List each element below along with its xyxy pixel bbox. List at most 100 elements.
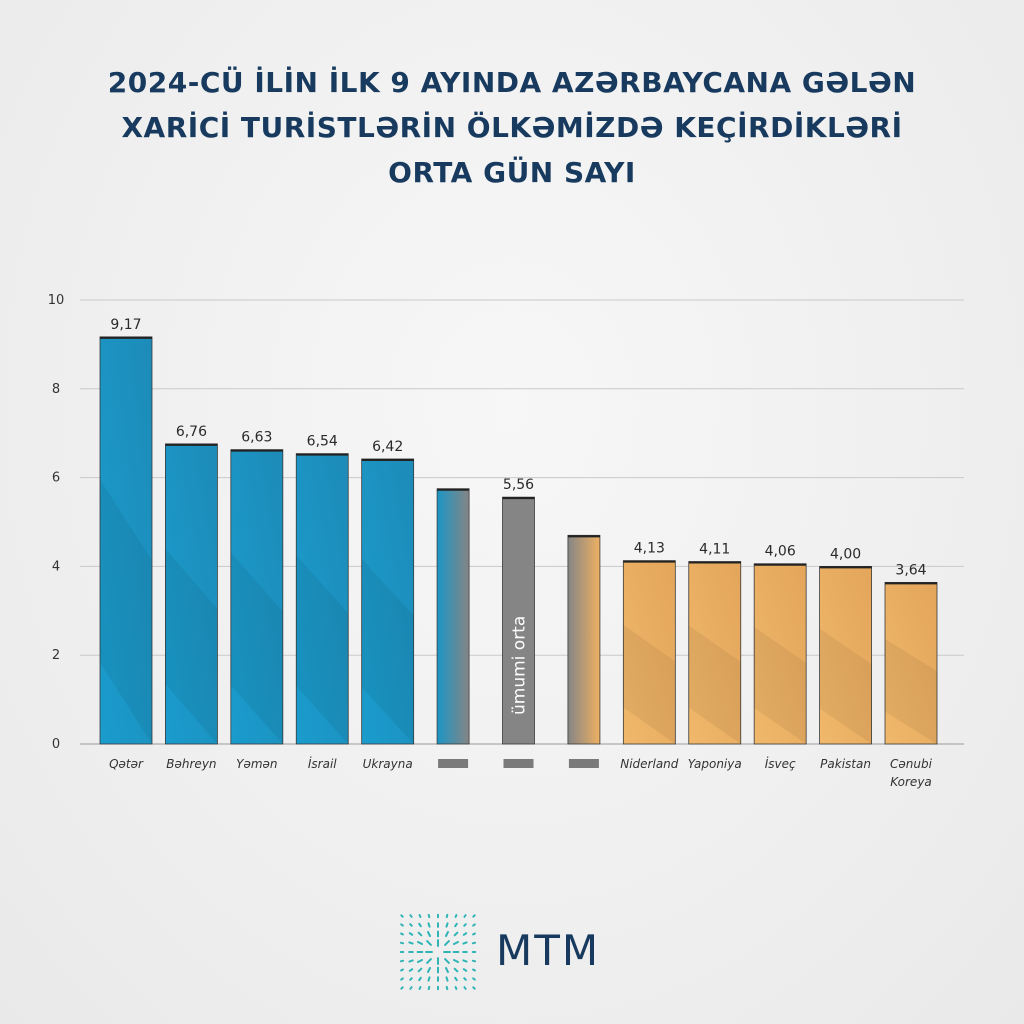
logo-ray: [471, 941, 477, 945]
category-label: Ukrayna: [363, 757, 413, 771]
value-label: 3,64: [895, 562, 926, 578]
value-label: 5,56: [503, 477, 534, 493]
value-label: 9,17: [110, 317, 141, 333]
logo-ray: [399, 941, 405, 945]
logo-ray: [454, 986, 458, 990]
category-label: Pakistan: [820, 757, 871, 771]
logo-ray: [427, 985, 431, 991]
category-label: Koreya: [890, 775, 932, 789]
category-label: İsrail: [308, 756, 337, 771]
chart-title: 2024-CÜ İLİN İLK 9 AYINDA AZƏRBAYCANA GƏ…: [0, 60, 1024, 195]
bar: [884, 581, 938, 745]
logo-ray: [408, 932, 414, 936]
logo-ray: [452, 940, 460, 946]
logo-ray: [463, 986, 467, 990]
logo-ray: [472, 986, 476, 990]
category-label: Niderland: [620, 757, 679, 771]
bar: [165, 443, 218, 745]
category-label: Yəmən: [236, 757, 277, 771]
category-placeholder: [438, 759, 469, 768]
title-line-2: XARİCİ TURİSTLƏRİN ÖLKƏMİZDƏ KEÇİRDİKLƏR…: [121, 111, 903, 144]
logo-ray: [417, 967, 423, 973]
logo-ray: [400, 986, 404, 990]
logo-ray: [427, 922, 431, 928]
logo-ray: [462, 941, 468, 945]
logo-ray: [427, 976, 431, 982]
y-tick-label: 0: [52, 737, 60, 752]
logo-ray: [427, 913, 431, 919]
logo-ray: [444, 940, 450, 946]
average-bar-label: ümumi orta: [510, 616, 530, 715]
bar-shade: [100, 479, 152, 744]
logo-ray: [408, 968, 414, 972]
logo-ray: [472, 914, 476, 918]
logo-ray: [408, 959, 414, 963]
logo-ray: [426, 940, 432, 946]
logo-ray: [418, 914, 422, 918]
logo-ray: [454, 976, 458, 982]
logo-ray: [472, 968, 476, 972]
logo-ray: [445, 976, 449, 982]
logo-ray: [400, 932, 404, 936]
y-tick-label: 2: [52, 648, 60, 663]
mtm-logo: MTM: [398, 912, 638, 992]
logo-ray: [409, 986, 413, 990]
logo-ray: [445, 985, 449, 991]
logo-ray: [445, 922, 449, 928]
logo-ray: [472, 977, 476, 981]
logo-ray: [454, 922, 458, 928]
logo-ray: [418, 976, 422, 982]
y-tick-label: 8: [52, 382, 60, 397]
bar: [295, 453, 349, 745]
logo-ray: [409, 923, 413, 927]
logo-ray: [418, 922, 422, 928]
logo-ray: [409, 914, 413, 918]
logo-ray: [453, 931, 459, 937]
value-label: 6,63: [241, 430, 272, 446]
value-label: 6,54: [307, 434, 338, 450]
logo-ray: [409, 977, 413, 981]
logo-ray: [426, 958, 432, 964]
bar: [361, 458, 415, 745]
title-line-3: ORTA GÜN SAYI: [388, 156, 636, 189]
bar: [436, 488, 470, 745]
bar-shade: [688, 625, 741, 744]
value-label: 4,06: [765, 544, 796, 560]
logo-ray: [462, 932, 468, 936]
bar: [753, 563, 807, 745]
title-line-1: 2024-CÜ İLİN İLK 9 AYINDA AZƏRBAYCANA GƏ…: [107, 66, 917, 99]
category-placeholder: [568, 759, 599, 768]
bar: [502, 496, 535, 745]
logo-ray: [400, 923, 404, 927]
bar: [230, 449, 284, 745]
y-tick-label: 10: [48, 293, 65, 308]
bar-shade: [885, 638, 937, 744]
category-label: Qətər: [109, 757, 144, 771]
value-label: 4,11: [699, 542, 730, 558]
logo-ray: [471, 959, 477, 963]
value-label: 6,76: [176, 424, 207, 440]
bar-shade: [361, 558, 414, 744]
logo-ray: [399, 959, 405, 963]
logo-text: MTM: [496, 926, 601, 975]
logo-ray: [444, 958, 450, 964]
logo-ray: [463, 914, 467, 918]
logo-ray: [400, 968, 404, 972]
y-tick-label: 4: [52, 559, 60, 574]
logo-ray: [426, 930, 432, 938]
value-label: 4,00: [830, 546, 861, 562]
bar: [819, 566, 872, 745]
bar-shade: [230, 552, 283, 744]
bar-shade: [165, 548, 218, 744]
logo-ray: [408, 941, 414, 945]
logo-ray: [418, 986, 422, 990]
logo-ray: [462, 968, 468, 972]
logo-ray: [463, 923, 467, 927]
logo-ray: [444, 930, 450, 938]
logo-ray: [416, 958, 424, 964]
value-label: 6,42: [372, 439, 403, 455]
logo-ray: [444, 966, 450, 974]
logo-ray: [416, 940, 424, 946]
bar-shade: [754, 626, 807, 744]
